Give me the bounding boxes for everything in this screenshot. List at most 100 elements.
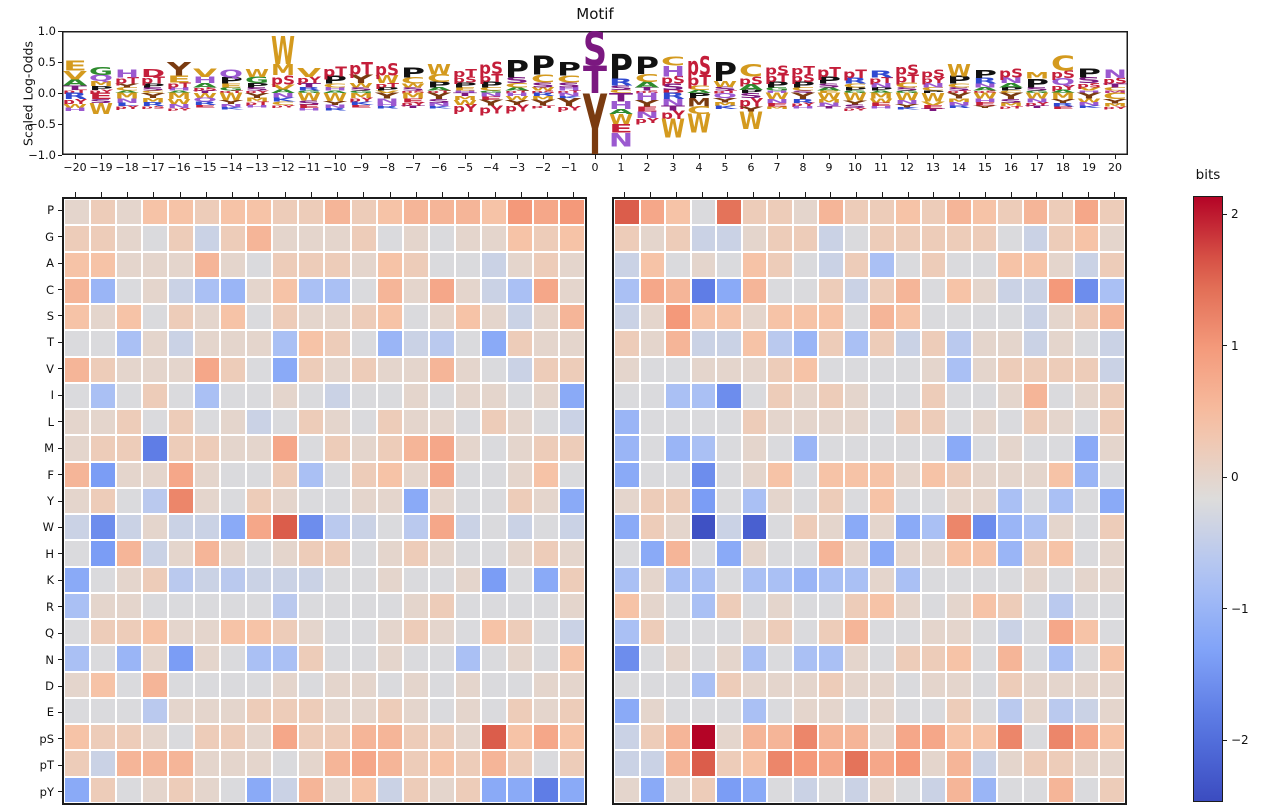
heatmap-cell (507, 252, 532, 277)
heatmap-row-tick-mark (58, 606, 62, 608)
logo-letter: T (193, 90, 218, 94)
heatmap-cell (299, 777, 324, 802)
logo-xtick-label: −16 (167, 161, 191, 174)
heatmap-cell (691, 541, 716, 566)
heatmap-cell (768, 200, 792, 225)
heatmap-cell (1023, 252, 1048, 277)
heatmap-cell (455, 488, 480, 514)
heatmap-xtick-mark (830, 192, 832, 197)
logo-letter: C (999, 90, 1023, 94)
logo-xtick-mark (906, 155, 908, 159)
heatmap-cell (1074, 278, 1099, 304)
heatmap-cell (615, 410, 639, 435)
logo-letter: pS (661, 75, 685, 87)
heatmap-cell (793, 515, 818, 540)
heatmap-cell (221, 751, 246, 776)
heatmap-row-tick-mark (58, 764, 62, 766)
heatmap-cell (998, 620, 1022, 645)
heatmap-cell (998, 305, 1022, 330)
heatmap-cell (768, 462, 792, 487)
heatmap-cell (403, 620, 428, 645)
logo-letter: Y (711, 97, 738, 104)
heatmap-cell (429, 620, 454, 645)
heatmap-cell (481, 226, 506, 251)
logo-letter: pS (479, 58, 503, 78)
heatmap-cell (143, 541, 168, 566)
heatmap-cell (273, 488, 298, 514)
heatmap-cell (870, 672, 895, 697)
heatmap-cell (615, 567, 639, 592)
heatmap-cell (559, 200, 584, 225)
logo-letter: S (843, 104, 867, 109)
heatmap-cell (481, 252, 506, 277)
logo-xtick-mark (854, 155, 856, 159)
heatmap-cell (819, 488, 843, 514)
heatmap-cell (921, 331, 946, 356)
heatmap-cell (481, 620, 506, 645)
logo-xtick-label: 4 (695, 161, 703, 174)
heatmap-cell (844, 672, 869, 697)
logo-letter: Y (373, 92, 401, 101)
heatmap-cell (844, 278, 869, 304)
heatmap-cell (998, 541, 1022, 566)
heatmap-row-tick-mark (58, 447, 62, 449)
heatmap-cell (455, 278, 480, 304)
heatmap-cell (640, 383, 665, 409)
logo-letter: M (141, 97, 165, 104)
logo-letter: pS (271, 72, 295, 87)
logo-letter: N (817, 102, 841, 107)
heatmap-cell (65, 383, 90, 409)
logo-letter: W (63, 103, 87, 109)
logo-letter: pT (479, 72, 503, 84)
heatmap-cell (143, 383, 168, 409)
heatmap-cell (947, 200, 971, 225)
logo-letter: M (1103, 90, 1127, 94)
heatmap-cell (768, 541, 792, 566)
heatmap-cell (1100, 672, 1124, 697)
heatmap-cell (325, 698, 350, 724)
heatmap-cell (819, 436, 843, 461)
heatmap-cell (559, 672, 584, 697)
logo-letter: H (323, 87, 347, 92)
heatmap-cell (717, 672, 741, 697)
heatmap-cell (143, 751, 168, 776)
logo-letter: A (1051, 89, 1076, 94)
heatmap-cell (559, 252, 584, 277)
heatmap-cell (844, 777, 869, 802)
logo-xtick-mark (1036, 155, 1038, 159)
logo-letter: N (609, 130, 633, 152)
logo-letter: Y (321, 100, 348, 106)
heatmap-cell (325, 305, 350, 330)
heatmap-xtick-mark (337, 192, 339, 197)
heatmap-cell (403, 751, 428, 776)
heatmap-cell (870, 777, 895, 802)
colorbar-tick-mark (1223, 476, 1227, 478)
heatmap-cell (481, 278, 506, 304)
heatmap-cell (91, 541, 116, 566)
heatmap-row-label: S (46, 308, 54, 323)
heatmap-cell (615, 646, 639, 671)
heatmap-xtick-mark (959, 192, 961, 197)
heatmap-cell (819, 515, 843, 540)
heatmap-cell (195, 357, 220, 382)
logo-letter: P (869, 87, 893, 92)
heatmap-cell (1100, 252, 1124, 277)
logo-letter: pT (427, 90, 451, 94)
logo-letter: V (297, 65, 321, 80)
heatmap-cell (1074, 331, 1099, 356)
heatmap-cell (455, 252, 480, 277)
heatmap-cell (195, 515, 220, 540)
heatmap-cell (793, 567, 818, 592)
heatmap-cell (143, 620, 168, 645)
logo-xtick-mark (1114, 155, 1116, 159)
heatmap-cell (169, 383, 194, 409)
heatmap-cell (247, 541, 272, 566)
heatmap-cell (640, 698, 665, 724)
logo-letter: pT (713, 90, 737, 94)
logo-letter: W (1025, 92, 1049, 101)
heatmap-cell (819, 593, 843, 619)
heatmap-cell (299, 698, 324, 724)
heatmap-cell (273, 593, 298, 619)
logo-xtick-label: 10 (848, 161, 862, 174)
heatmap-cell (91, 725, 116, 750)
